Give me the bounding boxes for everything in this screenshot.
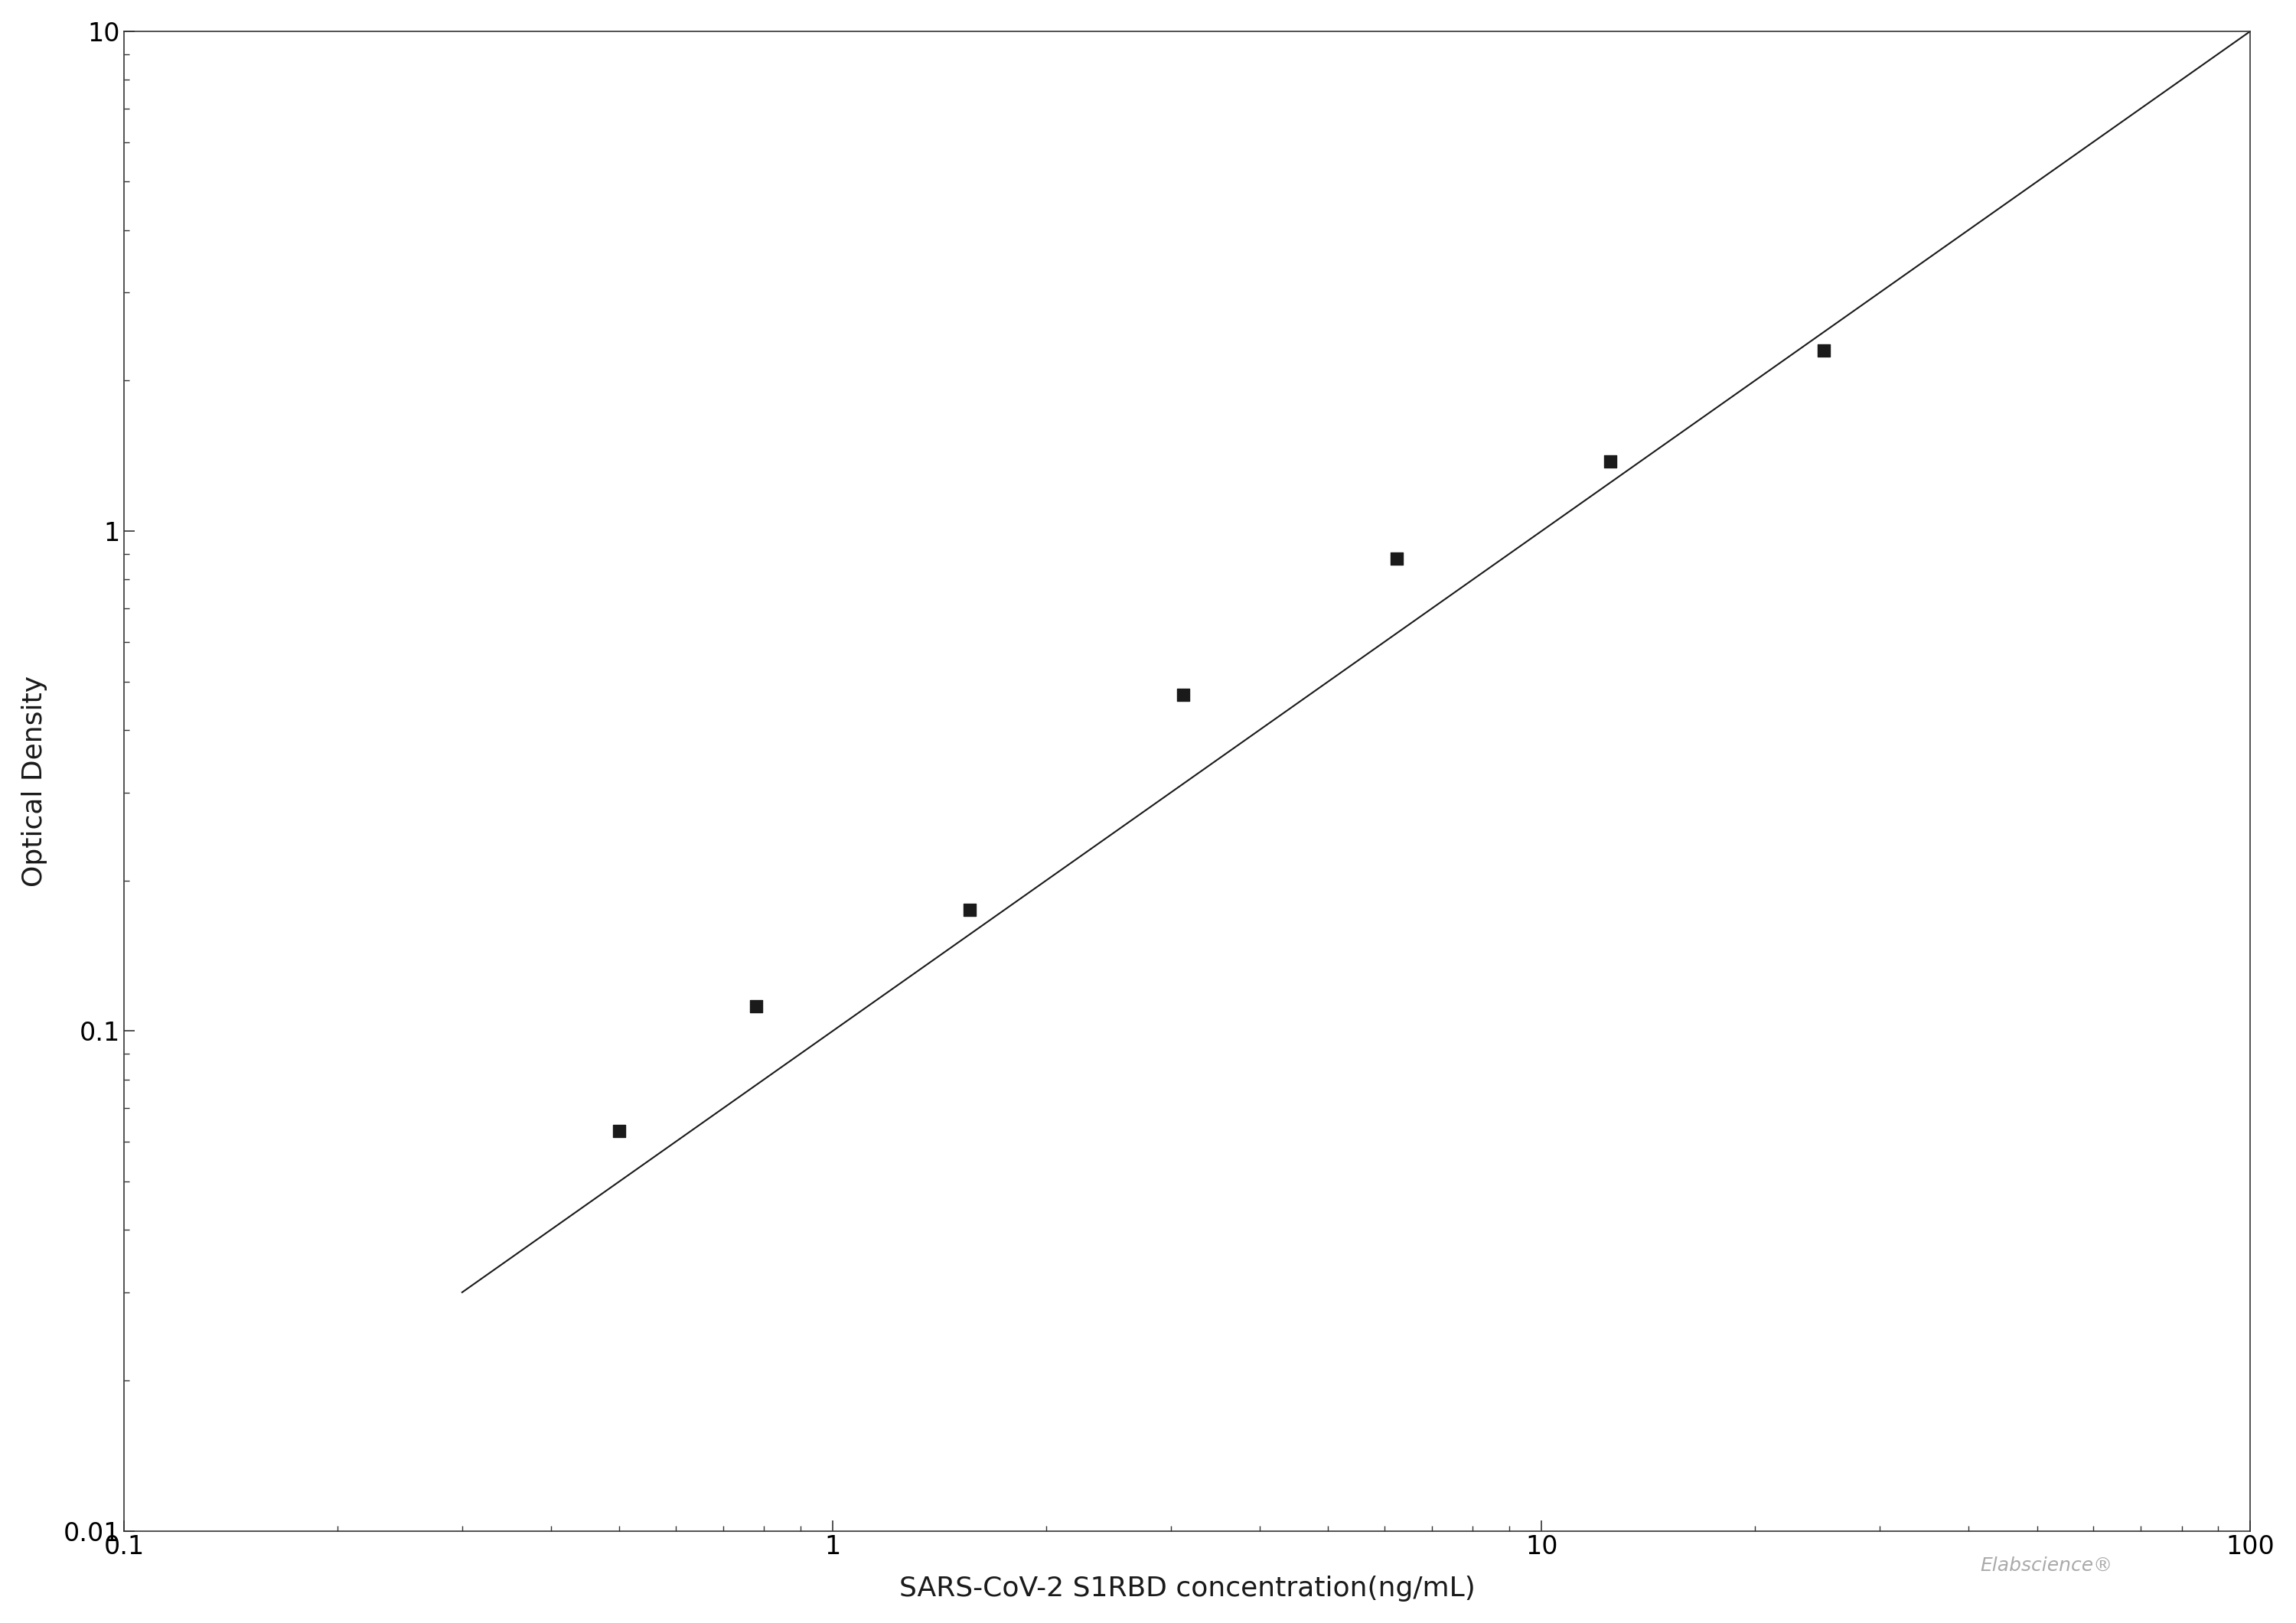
Point <box>602 1118 638 1144</box>
X-axis label: SARS-CoV-2 S1RBD concentration(ng/mL): SARS-CoV-2 S1RBD concentration(ng/mL) <box>900 1576 1476 1602</box>
Point <box>1805 338 1841 364</box>
Point <box>1164 682 1201 708</box>
Point <box>951 896 987 922</box>
Point <box>1378 545 1414 571</box>
Point <box>1591 448 1628 474</box>
Text: Elabscience®: Elabscience® <box>1979 1556 2112 1574</box>
Y-axis label: Optical Density: Optical Density <box>21 675 48 886</box>
Point <box>737 993 774 1019</box>
